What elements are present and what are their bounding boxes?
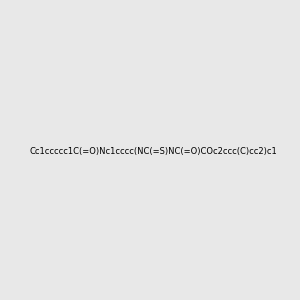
- Text: Cc1ccccc1C(=O)Nc1cccc(NC(=S)NC(=O)COc2ccc(C)cc2)c1: Cc1ccccc1C(=O)Nc1cccc(NC(=S)NC(=O)COc2cc…: [30, 147, 278, 156]
